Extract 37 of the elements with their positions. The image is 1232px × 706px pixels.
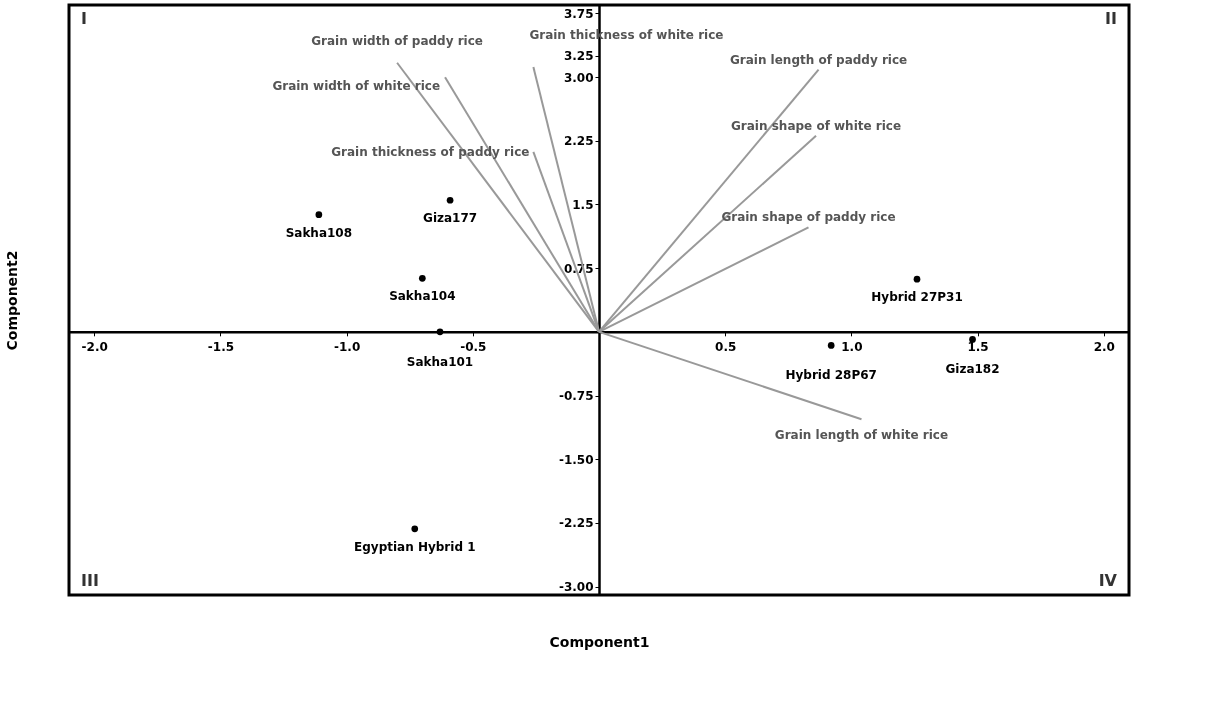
annotation: Sakha101: [406, 354, 474, 369]
annotation: Sakha104: [389, 289, 456, 304]
y-tick-label: 1.5: [572, 198, 594, 212]
annotation: Egyptian Hybrid 1: [354, 539, 476, 554]
annotation: II: [1105, 9, 1117, 28]
y-tick-label: 3.00: [563, 70, 594, 85]
annotation: Giza182: [945, 362, 1000, 377]
series-label: Grain width of white rice: [272, 79, 441, 94]
y-tick-label: -2.25: [558, 516, 594, 531]
annotation: Hybrid 27P31: [871, 290, 963, 305]
series-label: Grain width of paddy rice: [311, 33, 483, 48]
annotation: Giza177: [423, 211, 478, 226]
x-tick-label: 0.5: [715, 340, 737, 355]
y-tick-label: -3.00: [558, 580, 594, 595]
y-tick-label: -1.50: [558, 452, 594, 467]
series-label: Grain shape of white rice: [730, 118, 902, 133]
annotation: III: [81, 571, 99, 590]
y-tick-label: 0.75: [563, 261, 594, 276]
annotation: Hybrid 28P67: [785, 368, 877, 383]
y-axis-title: Component2: [3, 250, 20, 351]
series-label: Grain length of white rice: [774, 428, 949, 443]
x-tick-label: -1.0: [333, 340, 361, 355]
x-tick-label: -0.5: [460, 340, 487, 355]
y-tick-label: -0.75: [558, 389, 594, 403]
series-label: Grain length of paddy rice: [729, 52, 908, 67]
y-tick-label: 3.25: [563, 49, 594, 64]
x-tick-label: 1.0: [841, 340, 863, 355]
x-tick-label: -1.5: [207, 340, 235, 355]
x-tick-label: -2.0: [81, 340, 108, 355]
annotation: IV: [1098, 571, 1118, 590]
x-tick-label: 1.5: [967, 340, 989, 355]
y-tick-label: 2.25: [563, 134, 594, 149]
x-tick-label: 2.0: [1093, 340, 1115, 355]
annotation: Sakha108: [285, 225, 353, 240]
y-tick-label: 3.75: [563, 6, 594, 21]
annotation: I: [81, 9, 87, 28]
x-axis-title: Component1: [549, 633, 650, 650]
